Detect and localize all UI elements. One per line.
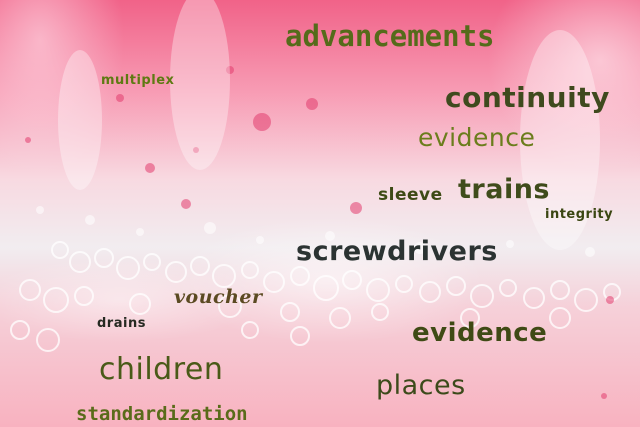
word-continuity: continuity: [445, 81, 610, 114]
word-places: places: [376, 370, 466, 401]
word-evidence-top: evidence: [418, 123, 536, 152]
word-evidence-bottom: evidence: [412, 318, 548, 348]
word-multiplex: multiplex: [101, 73, 175, 88]
word-trains: trains: [458, 174, 550, 205]
word-integrity: integrity: [545, 207, 614, 222]
word-drains: drains: [97, 316, 146, 331]
word-advancements: advancements: [285, 19, 495, 53]
word-sleeve: sleeve: [378, 185, 443, 205]
word-screwdrivers: screwdrivers: [296, 236, 498, 267]
word-children: children: [99, 352, 224, 387]
word-voucher: voucher: [174, 286, 263, 308]
word-standardization: standardization: [76, 403, 248, 425]
